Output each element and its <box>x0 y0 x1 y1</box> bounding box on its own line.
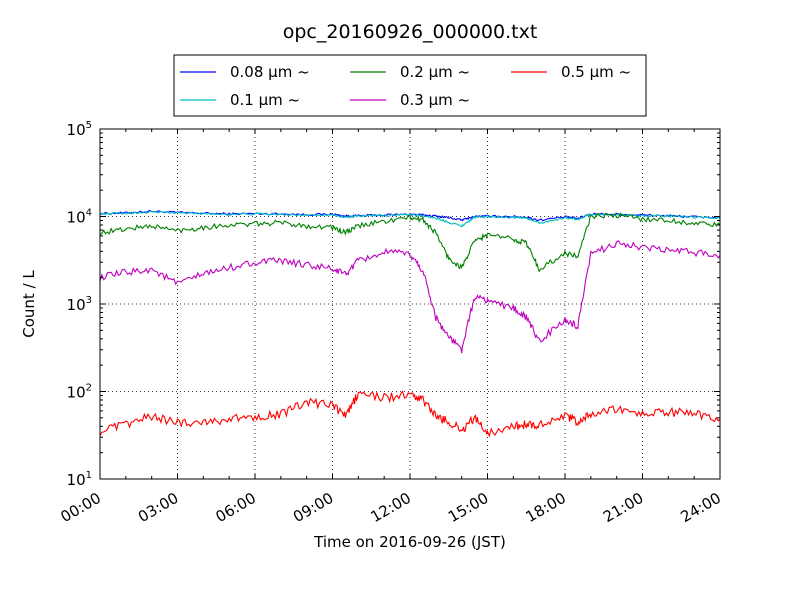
series-line-4 <box>99 390 721 438</box>
y-tick-exponent: 3 <box>86 295 92 306</box>
y-tick-base: 10 <box>67 209 86 227</box>
legend-label-1: 0.1 μm ~ <box>230 91 300 109</box>
y-tick-label: 105 <box>67 120 92 139</box>
y-tick-base: 10 <box>67 296 86 314</box>
y-tick-exponent: 4 <box>86 208 92 219</box>
y-tick-exponent: 2 <box>86 383 92 394</box>
legend: 0.08 μm ~ 0.1 μm ~ 0.2 μm ~ 0.3 μm ~ 0.5 μm … <box>173 54 647 117</box>
series-line-2 <box>99 212 721 273</box>
series-line-3 <box>99 240 721 354</box>
legend-label-4: 0.5 μm ~ <box>561 63 631 81</box>
x-axis-label: Time on 2016-09-26 (JST) <box>313 533 506 551</box>
legend-label-2: 0.2 μm ~ <box>400 63 470 81</box>
y-tick-exponent: 1 <box>86 470 92 481</box>
y-tick-base: 10 <box>67 471 86 489</box>
y-tick-label: 101 <box>67 470 92 489</box>
y-tick-label: 104 <box>67 208 92 227</box>
legend-box <box>173 54 647 117</box>
series-line-1 <box>99 210 721 228</box>
y-tick-label: 103 <box>67 295 92 314</box>
chart-title: opc_20160926_000000.txt <box>283 21 538 43</box>
y-axis-label: Count / L <box>20 270 38 338</box>
y-tick-exponent: 5 <box>86 120 92 131</box>
legend-label-0: 0.08 μm ~ <box>230 63 310 81</box>
y-tick-label: 102 <box>67 383 92 402</box>
legend-label-3: 0.3 μm ~ <box>400 91 470 109</box>
y-tick-base: 10 <box>67 384 86 402</box>
y-tick-base: 10 <box>67 121 86 139</box>
series-lines <box>99 209 721 438</box>
